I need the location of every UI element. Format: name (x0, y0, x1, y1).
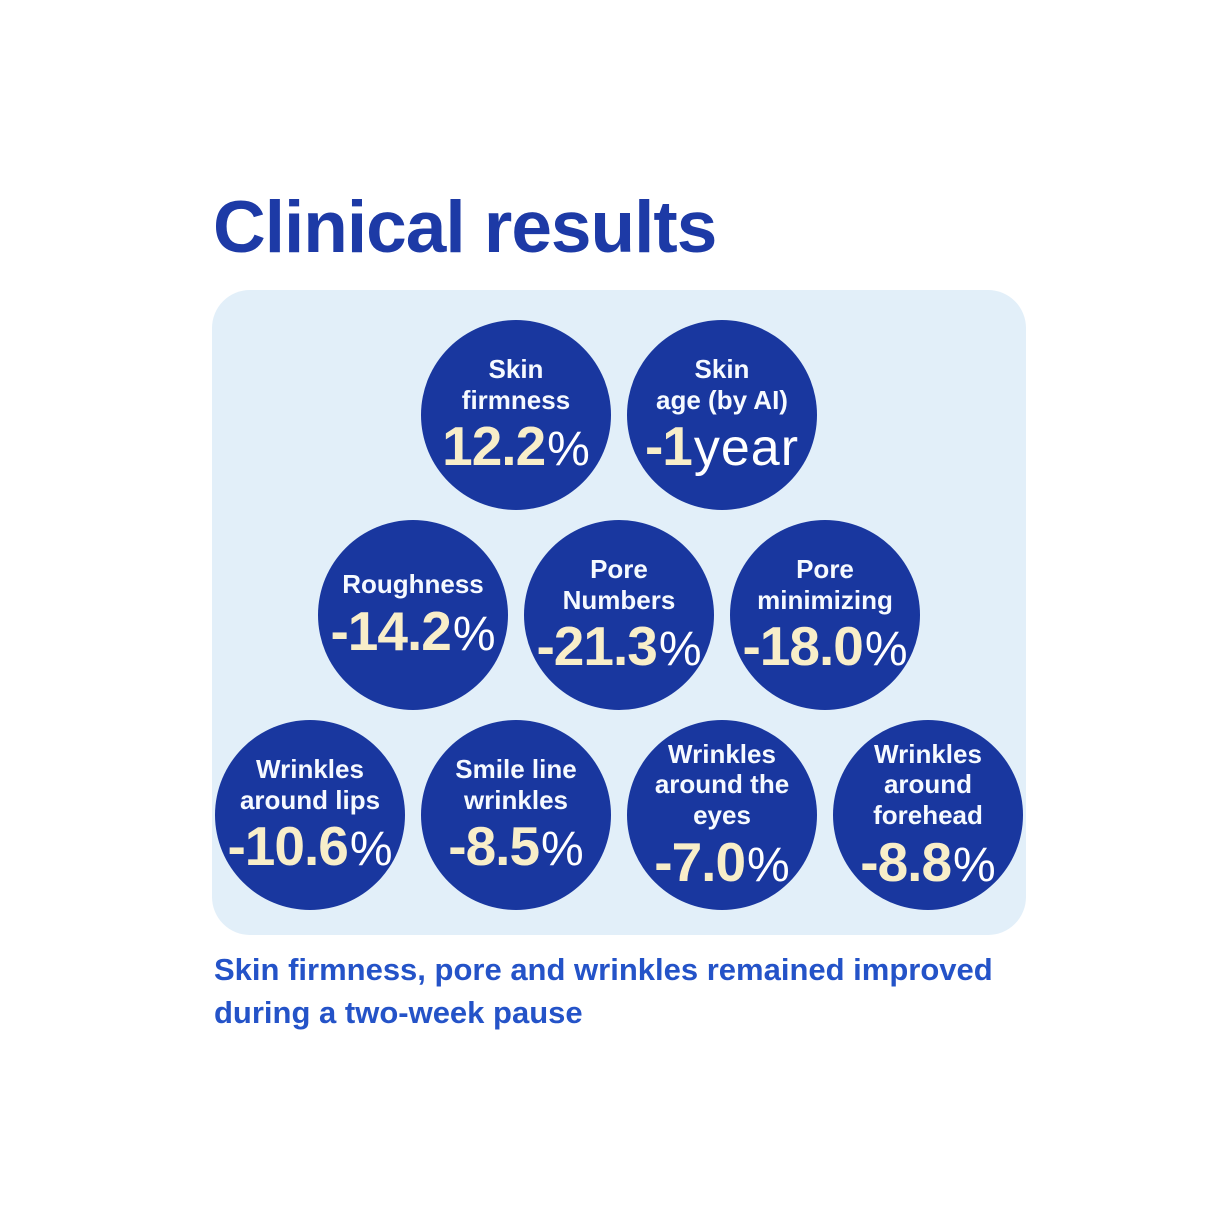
bubble-value-line: -7.0% (654, 830, 790, 893)
bubble-label: Smile line wrinkles (455, 753, 577, 815)
bubble-label: Wrinkles around lips (239, 753, 381, 815)
bubble-value-line: -1year (644, 415, 800, 478)
bubble-label: Skin firmness (461, 353, 571, 415)
bubble-unit: % (864, 623, 908, 677)
bubble-row-2: Roughness -14.2% Pore Numbers -21.3% Por… (318, 520, 920, 710)
footnote-caption: Skin firmness, pore and wrinkles remaine… (214, 952, 993, 1031)
bubble-value: -14.2 (330, 599, 451, 662)
bubble-smile-line: Smile line wrinkles -8.5% (421, 720, 611, 910)
bubble-unit: % (349, 823, 393, 877)
bubble-unit: % (547, 423, 590, 477)
bubble-pore-numbers: Pore Numbers -21.3% (524, 520, 714, 710)
bubble-pore-minimizing: Pore minimizing -18.0% (730, 520, 920, 710)
bubble-unit: year (693, 419, 800, 478)
bubble-value-line: -21.3% (536, 615, 702, 678)
bubble-skin-age: Skin age (by AI) -1year (627, 320, 817, 510)
bubble-unit: % (452, 607, 496, 661)
bubble-unit: % (747, 838, 790, 892)
bubble-unit: % (658, 623, 702, 677)
bubble-label: Wrinkles around forehead (873, 738, 983, 830)
bubble-value: -8.5 (448, 815, 540, 878)
bubble-value: -8.8 (860, 830, 952, 893)
bubble-value-line: 12.2% (442, 415, 590, 478)
bubble-value: -10.6 (227, 815, 348, 878)
bubble-value-line: -8.8% (860, 830, 996, 893)
bubble-wrinkles-eyes: Wrinkles around the eyes -7.0% (627, 720, 817, 910)
page-title: Clinical results (213, 187, 717, 268)
bubble-value-line: -10.6% (227, 815, 393, 878)
bubble-row-1: Skin firmness 12.2% Skin age (by AI) -1y… (421, 320, 817, 510)
bubble-value: -7.0 (654, 830, 746, 893)
bubble-value-line: -8.5% (448, 815, 584, 878)
bubble-label: Pore Numbers (562, 553, 676, 615)
bubble-wrinkles-forehead: Wrinkles around forehead -8.8% (833, 720, 1023, 910)
results-panel: Skin firmness 12.2% Skin age (by AI) -1y… (212, 290, 1026, 935)
bubble-value: -18.0 (742, 615, 863, 678)
bubble-row-3: Wrinkles around lips -10.6% Smile line w… (215, 720, 1023, 910)
bubble-value-line: -18.0% (742, 615, 908, 678)
bubble-roughness: Roughness -14.2% (318, 520, 508, 710)
bubble-label: Skin age (by AI) (656, 353, 788, 415)
bubble-value: -1 (644, 415, 693, 478)
bubble-label: Wrinkles around the eyes (654, 738, 790, 830)
bubble-value-line: -14.2% (330, 599, 496, 662)
bubble-wrinkles-lips: Wrinkles around lips -10.6% (215, 720, 405, 910)
bubble-value: -21.3 (536, 615, 657, 678)
bubble-unit: % (541, 823, 584, 877)
bubble-value: 12.2 (442, 415, 546, 478)
bubble-skin-firmness: Skin firmness 12.2% (421, 320, 611, 510)
bubble-label: Pore minimizing (757, 553, 893, 615)
bubble-label: Roughness (342, 569, 484, 600)
bubble-unit: % (953, 838, 996, 892)
